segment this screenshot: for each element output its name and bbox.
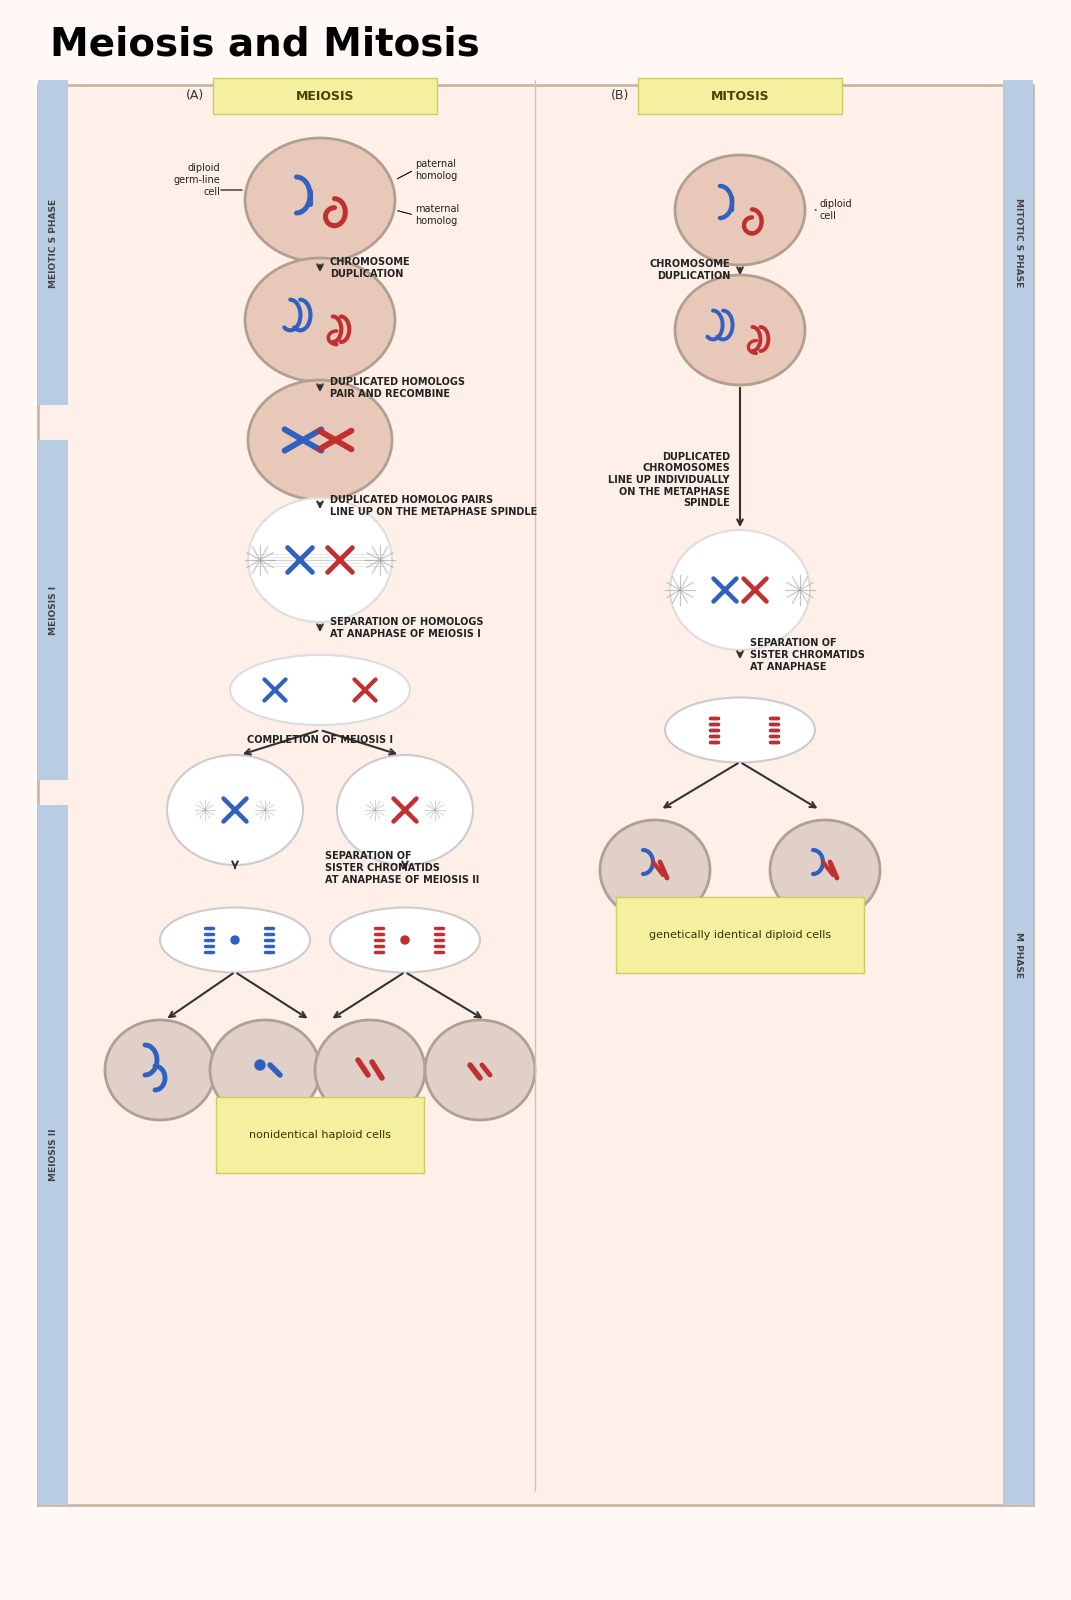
Ellipse shape	[105, 1021, 215, 1120]
Circle shape	[297, 557, 303, 563]
Text: SEPARATION OF
SISTER CHROMATIDS
AT ANAPHASE: SEPARATION OF SISTER CHROMATIDS AT ANAPH…	[750, 638, 865, 672]
Text: MEIOSIS I: MEIOSIS I	[48, 586, 58, 635]
Ellipse shape	[600, 819, 710, 920]
Circle shape	[401, 936, 409, 944]
Circle shape	[403, 808, 408, 813]
Text: Meiosis and Mitosis: Meiosis and Mitosis	[50, 26, 480, 64]
Ellipse shape	[315, 1021, 425, 1120]
Circle shape	[273, 688, 277, 693]
Ellipse shape	[230, 654, 410, 725]
Circle shape	[723, 587, 727, 592]
Text: SEPARATION OF HOMOLOGS
AT ANAPHASE OF MEIOSIS I: SEPARATION OF HOMOLOGS AT ANAPHASE OF ME…	[330, 618, 483, 638]
Ellipse shape	[248, 379, 392, 499]
FancyBboxPatch shape	[37, 440, 67, 781]
Text: DUPLICATED
CHROMOSOMES
LINE UP INDIVIDUALLY
ON THE METAPHASE
SPINDLE: DUPLICATED CHROMOSOMES LINE UP INDIVIDUA…	[608, 451, 730, 509]
Text: MITOSIS: MITOSIS	[711, 90, 769, 102]
Circle shape	[255, 1059, 265, 1070]
Ellipse shape	[770, 819, 880, 920]
Text: MEIOSIS II: MEIOSIS II	[48, 1128, 58, 1181]
Text: M PHASE: M PHASE	[1013, 931, 1023, 978]
Text: genetically identical diploid cells: genetically identical diploid cells	[649, 930, 831, 939]
Text: (B): (B)	[610, 88, 629, 101]
Ellipse shape	[425, 1021, 536, 1120]
FancyBboxPatch shape	[37, 805, 67, 1506]
Text: MEIOTIC S PHASE: MEIOTIC S PHASE	[48, 198, 58, 288]
Text: CHROMOSOME
DUPLICATION: CHROMOSOME DUPLICATION	[330, 258, 410, 278]
Ellipse shape	[167, 755, 303, 866]
Text: maternal
homolog: maternal homolog	[414, 205, 459, 226]
Text: (A): (A)	[186, 88, 205, 101]
Text: SEPARATION OF
SISTER CHROMATIDS
AT ANAPHASE OF MEIOSIS II: SEPARATION OF SISTER CHROMATIDS AT ANAPH…	[325, 851, 479, 885]
FancyBboxPatch shape	[37, 85, 1034, 1506]
FancyBboxPatch shape	[37, 80, 67, 405]
Ellipse shape	[210, 1021, 320, 1120]
Ellipse shape	[665, 698, 815, 763]
Text: diploid
germ-line
cell: diploid germ-line cell	[174, 163, 220, 197]
Text: MEIOSIS: MEIOSIS	[296, 90, 355, 102]
FancyBboxPatch shape	[1004, 405, 1034, 1506]
Text: diploid
cell: diploid cell	[820, 200, 853, 221]
Ellipse shape	[675, 155, 805, 266]
FancyBboxPatch shape	[1004, 80, 1034, 405]
Circle shape	[337, 557, 343, 563]
Circle shape	[231, 936, 239, 944]
Text: nonidentical haploid cells: nonidentical haploid cells	[248, 1130, 391, 1139]
Ellipse shape	[675, 275, 805, 386]
Ellipse shape	[330, 907, 480, 973]
Circle shape	[753, 587, 757, 592]
Ellipse shape	[160, 907, 310, 973]
Text: MITOTIC S PHASE: MITOTIC S PHASE	[1013, 198, 1023, 288]
FancyBboxPatch shape	[638, 78, 842, 114]
Text: DUPLICATED HOMOLOGS
PAIR AND RECOMBINE: DUPLICATED HOMOLOGS PAIR AND RECOMBINE	[330, 378, 465, 398]
Text: paternal
homolog: paternal homolog	[414, 160, 457, 181]
Ellipse shape	[245, 258, 395, 382]
Ellipse shape	[337, 755, 473, 866]
Ellipse shape	[670, 530, 810, 650]
Text: DUPLICATED HOMOLOG PAIRS
LINE UP ON THE METAPHASE SPINDLE: DUPLICATED HOMOLOG PAIRS LINE UP ON THE …	[330, 496, 538, 517]
Text: COMPLETION OF MEIOSIS I: COMPLETION OF MEIOSIS I	[247, 734, 393, 746]
Ellipse shape	[248, 498, 392, 622]
Circle shape	[363, 688, 367, 693]
Ellipse shape	[245, 138, 395, 262]
FancyBboxPatch shape	[213, 78, 437, 114]
Text: CHROMOSOME
DUPLICATION: CHROMOSOME DUPLICATION	[649, 259, 730, 282]
Circle shape	[232, 808, 238, 813]
